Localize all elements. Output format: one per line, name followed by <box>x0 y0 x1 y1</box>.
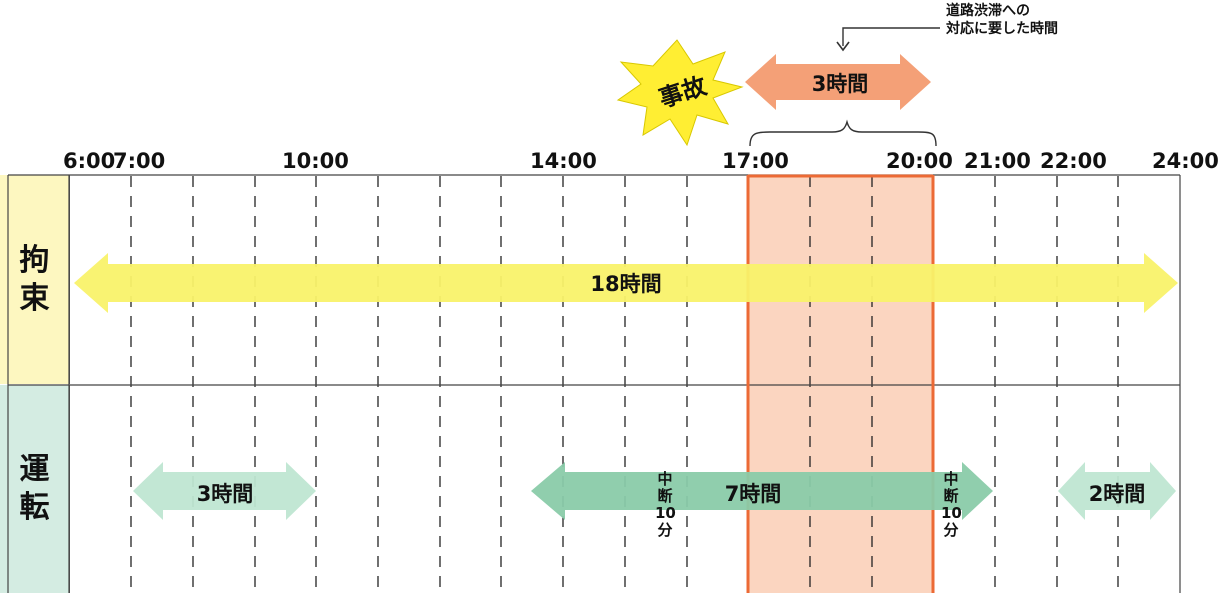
break-2-char-4: 分 <box>943 521 959 539</box>
row-label-kousoku-char-2: 束 <box>19 280 50 316</box>
drive-label-2: 7時間 <box>724 482 782 506</box>
tick-label-22: 22:00 <box>1040 149 1107 173</box>
break-label-1: 中 断 10 分 <box>655 470 676 539</box>
tick-label-14: 14:00 <box>530 149 597 173</box>
tick-label-21: 21:00 <box>964 149 1031 173</box>
break-2-char-2: 断 <box>943 487 959 505</box>
table-frame <box>7 174 1181 593</box>
kousoku-label: 18時間 <box>590 272 662 296</box>
annotation-arrowhead <box>836 41 850 52</box>
break-2-char-3: 10 <box>941 504 962 522</box>
row-label-unten: 運 転 <box>0 385 70 593</box>
break-1-char-4: 分 <box>657 521 673 539</box>
break-label-2: 中 断 10 分 <box>941 470 962 539</box>
tick-label-7: 7:00 <box>113 149 166 173</box>
tick-label-24: 24:00 <box>1152 149 1219 173</box>
drive-label-3: 2時間 <box>1088 482 1146 506</box>
break-1-char-3: 10 <box>655 504 676 522</box>
jam-arrow <box>745 54 931 110</box>
break-2-char-1: 中 <box>943 470 959 488</box>
break-1-char-1: 中 <box>657 470 673 488</box>
drive-label-1: 3時間 <box>196 482 254 506</box>
annotation-leader <box>842 27 940 46</box>
row-label-unten-char-1: 運 <box>19 452 50 487</box>
tick-label-20: 20:00 <box>886 149 953 173</box>
tick-label-17: 17:00 <box>722 149 789 173</box>
tick-label-10: 10:00 <box>282 149 349 173</box>
drive-arrow-1 <box>133 462 316 520</box>
jam-highlight-band <box>748 175 933 593</box>
annotation-text: 道路渋滞への 対応に要した時間 <box>946 2 1058 38</box>
kousoku-arrow <box>74 253 1178 313</box>
accident-starburst <box>616 39 744 147</box>
drive-arrow-2 <box>531 462 993 520</box>
drive-arrow-3 <box>1058 462 1176 520</box>
annotation-line-2: 対応に要した時間 <box>946 21 1058 37</box>
jam-highlight-border <box>746 174 935 593</box>
row-label-unten-char-2: 転 <box>19 490 50 525</box>
jam-brace <box>749 119 937 147</box>
annotation-line-1: 道路渋滞への <box>946 3 1030 19</box>
jam-label: 3時間 <box>811 72 869 96</box>
row-label-kousoku-char-1: 拘 <box>19 242 50 278</box>
tick-label-6: 6:00 <box>63 149 116 173</box>
break-1-char-2: 断 <box>657 487 673 505</box>
